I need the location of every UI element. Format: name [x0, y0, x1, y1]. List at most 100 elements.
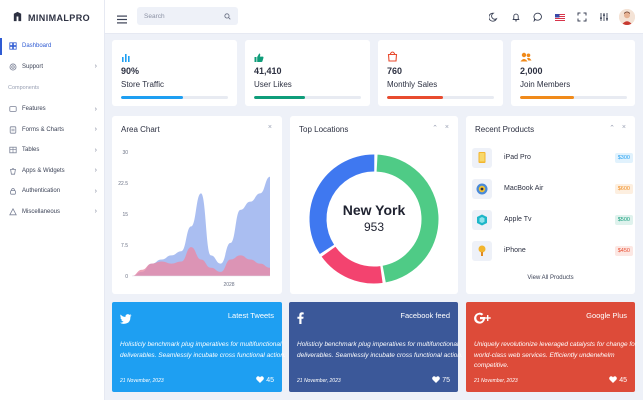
product-price: $300 — [614, 152, 633, 163]
donut-chart — [309, 154, 439, 284]
area-chart-panel: Area Chart × 0 7.5 15 22.5 30 2028 — [112, 116, 282, 294]
product-item[interactable]: iPad Pro $300 — [472, 142, 633, 173]
heart-icon — [432, 376, 441, 385]
lock-icon — [8, 187, 17, 196]
apple-tv-icon — [472, 209, 492, 230]
social-card-date: 21 November, 2023 — [297, 378, 341, 384]
sidebar-item-label: Miscellaneous — [22, 208, 61, 215]
product-item[interactable]: iPhone $450 — [472, 235, 633, 266]
social-card-text: Holisticly benchmark plug imperatives fo… — [120, 341, 286, 359]
search-box[interactable]: Search — [137, 7, 238, 25]
facebook-card: Facebook feed Holisticly benchmark plug … — [289, 302, 463, 392]
stat-value: 90% — [121, 66, 140, 76]
misc-icon — [8, 207, 17, 216]
social-card-text: Uniquely revolutionize leveraged catalys… — [474, 341, 637, 369]
users-icon — [520, 49, 532, 67]
twitter-icon[interactable] — [120, 311, 132, 329]
likes-count: 45 — [266, 377, 274, 384]
sidebar-item-dashboard[interactable]: Dashboard — [0, 36, 105, 57]
stat-progress — [387, 96, 494, 99]
twitter-card: Latest Tweets Holisticly benchmark plug … — [112, 302, 286, 392]
product-item[interactable]: Apple Tv $500 — [472, 204, 633, 235]
fullscreen-icon[interactable] — [571, 6, 593, 28]
donut-city: New York — [342, 202, 406, 218]
moon-icon[interactable] — [483, 6, 505, 28]
sidebar-item-label: Authentication — [22, 188, 61, 195]
heart-icon — [256, 376, 265, 385]
likes[interactable]: 45 — [256, 376, 274, 385]
bar-chart-icon — [121, 49, 131, 67]
sidebar-item-miscellaneous[interactable]: Miscellaneous › — [0, 202, 105, 223]
close-icon[interactable]: × — [444, 124, 449, 131]
sidebar-item-label: Apps & Widgets — [22, 167, 65, 174]
social-card-title: Google Plus — [586, 311, 627, 320]
chat-icon[interactable] — [527, 6, 549, 28]
panel-title: Recent Products — [475, 125, 535, 134]
close-icon[interactable]: × — [267, 124, 272, 131]
product-item[interactable]: MacBook Air $600 — [472, 173, 633, 204]
thumbs-up-icon — [254, 49, 264, 67]
donut-value: 953 — [363, 220, 385, 234]
brand[interactable]: MINIMALPRO — [12, 9, 90, 27]
shopping-bag-icon — [387, 49, 398, 67]
sliders-icon[interactable] — [593, 6, 615, 28]
avatar[interactable] — [619, 9, 635, 25]
sidebar-item-forms-charts[interactable]: Forms & Charts › — [0, 120, 105, 141]
view-all-products-link[interactable]: View All Products — [527, 275, 574, 281]
sidebar-item-authentication[interactable]: Authentication › — [0, 181, 105, 202]
close-icon[interactable]: × — [621, 124, 626, 131]
sidebar-item-tables[interactable]: Tables › — [0, 140, 105, 161]
panel-title: Top Locations — [299, 125, 349, 134]
top-header: Search — [105, 0, 643, 34]
product-price: $600 — [614, 183, 633, 194]
search-placeholder: Search — [144, 12, 165, 20]
sidebar-item-features[interactable]: Features › — [0, 99, 105, 120]
stat-progress-fill — [387, 96, 443, 99]
stat-label: Monthly Sales — [387, 80, 438, 89]
stat-value: 41,410 — [254, 66, 282, 76]
donut-segment-0 — [376, 154, 439, 283]
ipad-icon — [472, 147, 492, 168]
stat-progress — [520, 96, 627, 99]
google-plus-card: Google Plus Uniquely revolutionize lever… — [466, 302, 637, 392]
forms-icon — [8, 125, 17, 134]
panel-title: Area Chart — [121, 125, 160, 134]
top-locations-panel: Top Locations ⌃ × New York 953 — [290, 116, 458, 294]
y-tick-label: 30 — [122, 150, 128, 156]
stat-label: Join Members — [520, 80, 571, 89]
search-icon[interactable] — [224, 7, 231, 25]
stat-card-user-likes: 41,410 User Likes — [245, 40, 370, 106]
recent-products-panel: Recent Products ⌃ × iPad Pro $300 MacBoo… — [466, 116, 635, 294]
x-tick-label: 2028 — [223, 282, 234, 288]
chevron-right-icon: › — [94, 126, 97, 134]
us-flag-icon[interactable] — [549, 6, 571, 28]
support-icon — [8, 62, 17, 71]
sidebar-item-support[interactable]: Support › — [0, 57, 105, 78]
y-tick-label: 0 — [125, 274, 128, 280]
stat-card-join-members: 2,000 Join Members — [511, 40, 635, 106]
dashboard-icon — [8, 42, 17, 51]
y-tick-label: 7.5 — [121, 243, 128, 249]
chevron-right-icon: › — [94, 63, 97, 71]
iphone-icon — [472, 240, 492, 261]
likes-count: 45 — [619, 377, 627, 384]
product-name: iPad Pro — [504, 154, 531, 161]
stat-label: Store Traffic — [121, 80, 164, 89]
sidebar-item-apps-widgets[interactable]: Apps & Widgets › — [0, 161, 105, 182]
likes[interactable]: 45 — [609, 376, 627, 385]
chevron-right-icon: › — [94, 187, 97, 195]
y-tick-label: 22.5 — [118, 181, 128, 187]
features-icon — [8, 105, 17, 114]
social-card-date: 21 November, 2023 — [120, 378, 164, 384]
sidebar: MINIMALPRO Dashboard Support › Component… — [0, 0, 105, 400]
bell-icon[interactable] — [505, 6, 527, 28]
chevron-up-icon[interactable]: ⌃ — [432, 125, 438, 132]
social-card-title: Facebook feed — [400, 311, 450, 320]
facebook-icon[interactable] — [297, 311, 304, 329]
likes[interactable]: 75 — [432, 376, 450, 385]
chevron-right-icon: › — [94, 208, 97, 216]
google-plus-icon[interactable] — [474, 311, 492, 329]
stat-progress-fill — [254, 96, 306, 99]
hamburger-menu-icon[interactable] — [117, 11, 127, 29]
chevron-up-icon[interactable]: ⌃ — [609, 125, 615, 132]
